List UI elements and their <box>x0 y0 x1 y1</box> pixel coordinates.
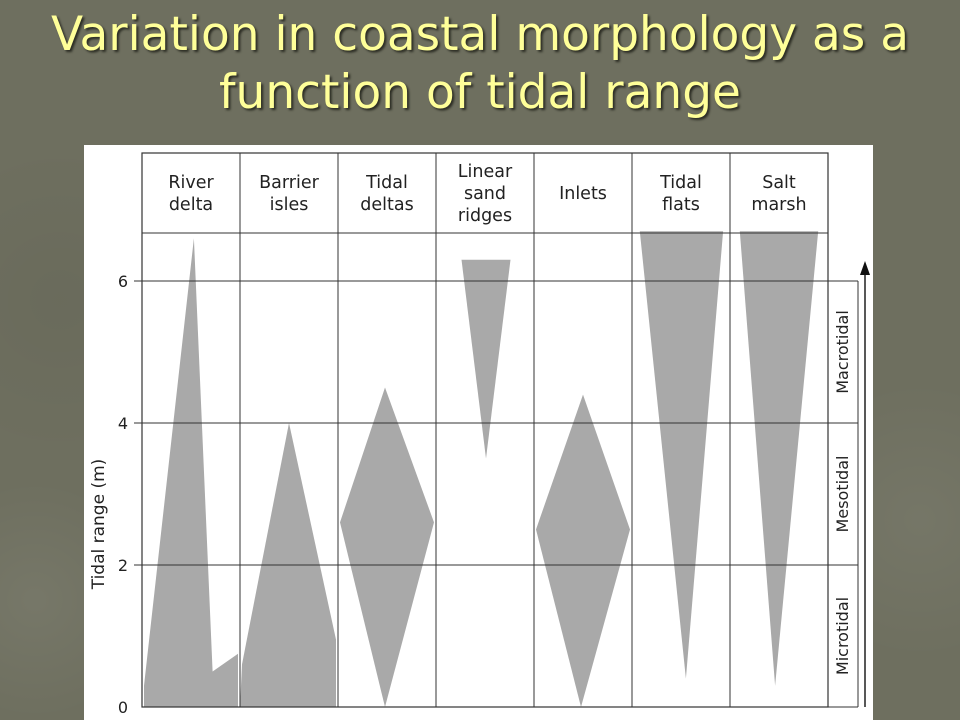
tick-label-4: 4 <box>118 414 128 433</box>
shape-inlets <box>536 394 630 707</box>
column-header-salt-marsh: Salt marsh <box>751 173 806 215</box>
shape-linear-sand-ridges <box>461 259 511 459</box>
title-line-2: function of tidal range <box>219 65 741 120</box>
chart-figure: 0 2 4 6 River delta Barrier isles Tidal deltas Lin… <box>84 145 873 720</box>
zone-arrow-head <box>860 261 870 275</box>
shape-river-delta <box>144 238 238 707</box>
zone-label-microtidal: Microtidal <box>833 597 852 675</box>
y-axis-label: Tidal range (m) <box>89 459 109 591</box>
shape-tidal-deltas <box>340 387 434 707</box>
chart-frame <box>141 152 829 708</box>
column-header-river-delta: River delta <box>168 173 214 215</box>
tick-label-2: 2 <box>118 556 128 575</box>
tick-label-6: 6 <box>118 272 128 291</box>
tick-label-0: 0 <box>118 698 128 717</box>
slide-title: Variation in coastal morphology as a fun… <box>0 6 960 122</box>
title-line-1: Variation in coastal morphology as a <box>50 7 910 62</box>
shape-tidal-flats <box>639 231 724 679</box>
column-header-inlets: Inlets <box>559 184 607 204</box>
zone-label-mesotidal: Mesotidal <box>833 456 852 533</box>
tidal-range-chart: 0 2 4 6 River delta Barrier isles Tidal deltas Lin… <box>89 152 870 717</box>
column-header-tidal-deltas: Tidal deltas <box>360 173 413 215</box>
column-header-tidal-flats: Tidal flats <box>659 173 702 215</box>
column-header-barrier-isles: Barrier isles <box>259 173 319 215</box>
column-header-linear-sand-ridges: Linear sand ridges <box>458 162 513 226</box>
shape-salt-marsh <box>739 231 819 686</box>
zone-label-macrotidal: Macrotidal <box>833 310 852 394</box>
